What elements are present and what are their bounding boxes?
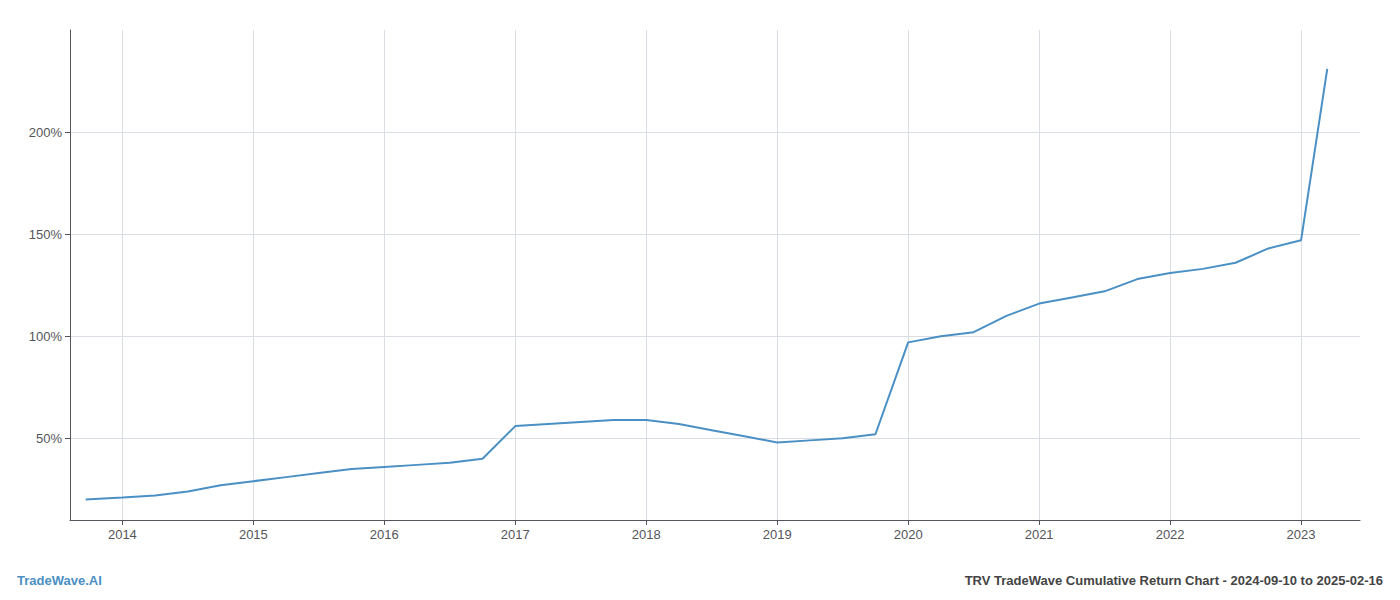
svg-text:2021: 2021 — [1025, 527, 1054, 542]
svg-text:2019: 2019 — [763, 527, 792, 542]
svg-text:TRV TradeWave Cumulative Retur: TRV TradeWave Cumulative Return Chart - … — [965, 573, 1383, 588]
svg-text:200%: 200% — [29, 125, 63, 140]
svg-text:2022: 2022 — [1156, 527, 1185, 542]
svg-text:2018: 2018 — [632, 527, 661, 542]
svg-text:TradeWave.AI: TradeWave.AI — [17, 573, 102, 588]
svg-text:2014: 2014 — [108, 527, 137, 542]
svg-text:100%: 100% — [29, 329, 63, 344]
svg-text:2017: 2017 — [501, 527, 530, 542]
svg-text:2020: 2020 — [894, 527, 923, 542]
svg-text:50%: 50% — [36, 431, 62, 446]
svg-text:150%: 150% — [29, 227, 63, 242]
svg-text:2023: 2023 — [1287, 527, 1316, 542]
svg-text:2016: 2016 — [370, 527, 399, 542]
svg-text:2015: 2015 — [239, 527, 268, 542]
